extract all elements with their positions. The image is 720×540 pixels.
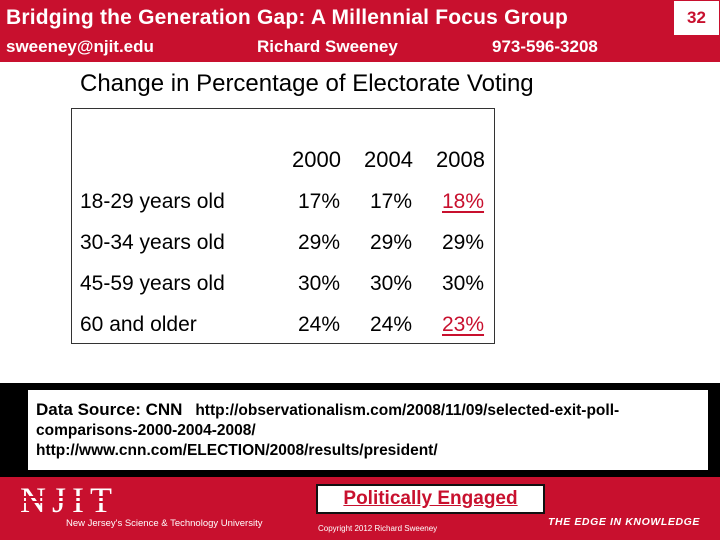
cell-45-59-2008: 30%: [442, 272, 485, 295]
cell-18-29-2000: 17%: [298, 190, 341, 213]
presenter-phone: 973-596-3208: [492, 37, 598, 56]
slide-title: Bridging the Generation Gap: A Millennia…: [6, 6, 569, 29]
data-table: [71, 108, 495, 344]
source-link-cnn[interactable]: http://www.cnn.com/ELECTION/2008/results…: [36, 442, 438, 459]
row-label-45-59: 45-59 years old: [80, 272, 225, 295]
njit-logo: NJIT: [20, 480, 170, 520]
cell-18-29-2008: 18%: [442, 190, 485, 213]
source-link-observationalism[interactable]: http://observationalism.com/2008/11/09/s…: [36, 402, 620, 439]
logo-tagline: New Jersey's Science & Technology Univer…: [66, 518, 263, 529]
cell-60-older-2000: 24%: [298, 313, 341, 336]
row-label-60-older: 60 and older: [80, 313, 197, 336]
cell-30-34-2008: 29%: [442, 231, 485, 254]
slide-number: 32: [673, 0, 720, 36]
presenter-email: sweeney@njit.edu: [6, 37, 154, 56]
edge-slogan: THE EDGE IN KNOWLEDGE: [548, 516, 701, 528]
year-header-2008: 2008: [436, 147, 485, 172]
njit-logo-wordmark: NJIT: [20, 480, 118, 520]
copyright-text: Copyright 2012 Richard Sweeney: [318, 524, 438, 533]
header-bar: [0, 0, 720, 62]
slide-subtitle: Change in Percentage of Electorate Votin…: [80, 70, 534, 97]
cell-30-34-2000: 29%: [298, 231, 341, 254]
cell-45-59-2000: 30%: [298, 272, 341, 295]
cell-45-59-2004: 30%: [370, 272, 413, 295]
data-source-label: Data Source: CNN: [36, 400, 183, 419]
presenter-name: Richard Sweeney: [257, 37, 398, 56]
politically-engaged-badge: Politically Engaged: [316, 484, 545, 514]
cell-18-29-2004: 17%: [370, 190, 413, 213]
cell-30-34-2004: 29%: [370, 231, 413, 254]
year-header-2004: 2004: [364, 147, 413, 172]
year-header-2000: 2000: [292, 147, 341, 172]
cell-60-older-2008: 23%: [442, 313, 485, 336]
row-label-18-29: 18-29 years old: [80, 190, 225, 213]
data-source-box: Data Source: CNN http://observationalism…: [28, 390, 708, 470]
cell-60-older-2004: 24%: [370, 313, 413, 336]
row-label-30-34: 30-34 years old: [80, 231, 225, 254]
